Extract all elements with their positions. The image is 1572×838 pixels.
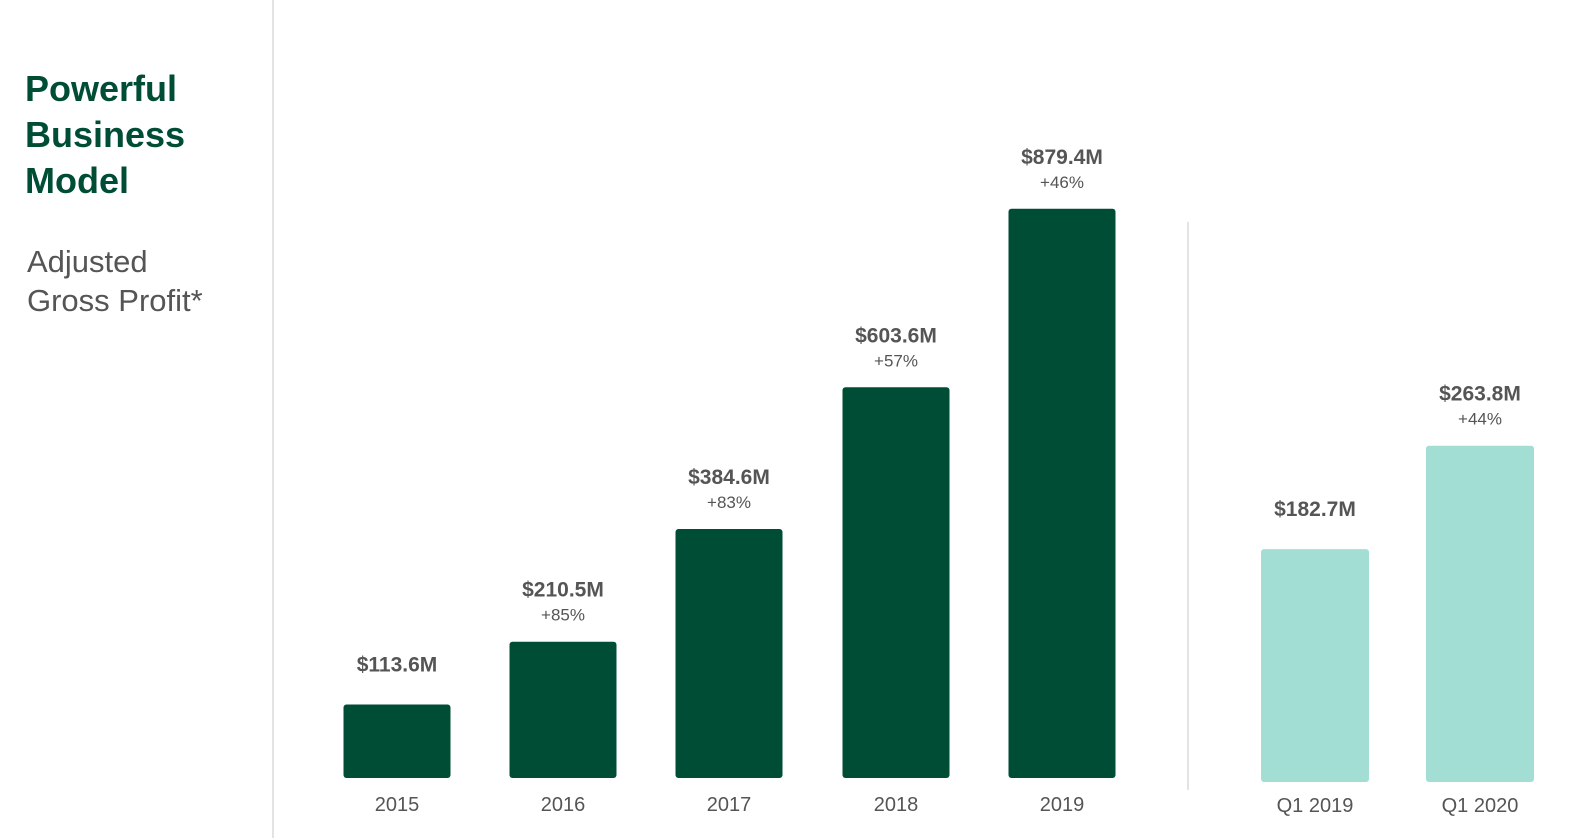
quarterly-growth-label: +44%	[1458, 410, 1502, 429]
annual-bar-2018	[842, 387, 950, 778]
annual-value-label: $879.4M	[1021, 146, 1103, 169]
annual-value-label: $113.6M	[357, 653, 438, 676]
annual-category-label: 2019	[1040, 794, 1085, 816]
side-panel: Powerful Business Model Adjusted Gross P…	[0, 0, 272, 838]
annual-category-label: 2015	[375, 794, 420, 816]
side-divider	[272, 0, 274, 838]
quarterly-bar-q1-2020	[1426, 445, 1534, 782]
quarterly-value-label: $263.8M	[1439, 383, 1521, 406]
quarterly-category-label: Q1 2019	[1277, 795, 1354, 817]
subtitle-line-2: Gross Profit*	[27, 283, 203, 318]
annual-growth-label: +57%	[874, 351, 918, 370]
annual-category-label: 2018	[874, 794, 919, 816]
title-line-2: Business	[25, 114, 186, 155]
slide-title: Powerful Business Model	[25, 66, 185, 204]
annual-bar-2019	[1008, 208, 1116, 778]
annual-growth-label: +83%	[707, 493, 751, 512]
annual-value-label: $384.6M	[688, 466, 770, 489]
subtitle-line-1: Adjusted	[27, 244, 148, 279]
annual-value-label: $603.6M	[855, 324, 937, 347]
quarterly-value-label: $182.7M	[1274, 498, 1356, 521]
annual-value-label: $210.5M	[522, 579, 604, 602]
annual-category-label: 2016	[541, 794, 586, 816]
quarterly-bar-q1-2019	[1261, 549, 1369, 782]
annual-bar-2016	[509, 641, 617, 778]
annual-bar-2015	[343, 704, 451, 778]
quarterly-category-label: Q1 2020	[1442, 795, 1519, 817]
title-line-1: Powerful	[25, 68, 178, 109]
annual-category-label: 2017	[707, 794, 752, 816]
annual-growth-label: +46%	[1040, 173, 1084, 192]
annual-growth-label: +85%	[541, 606, 585, 625]
chart-subtitle: Adjusted Gross Profit*	[27, 242, 203, 320]
title-line-3: Model	[25, 160, 129, 201]
annual-bar-2017	[675, 529, 783, 778]
